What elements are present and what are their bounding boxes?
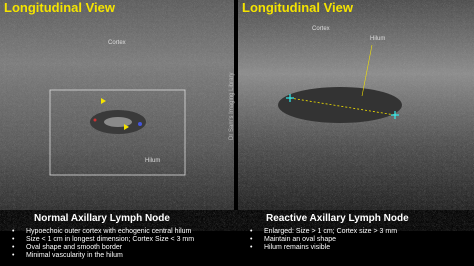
- bullet-dot: •: [12, 244, 15, 251]
- bullet-dot: •: [12, 236, 15, 243]
- bullet-text: Hilum remains visible: [264, 244, 331, 251]
- image-label: Cortex: [312, 26, 330, 32]
- caption-heading: Reactive Axillary Lymph Node: [266, 213, 409, 224]
- image-label: Hilum: [370, 36, 386, 42]
- bullet-dot: •: [12, 228, 15, 235]
- doppler-box: [49, 89, 186, 176]
- measure-line: [289, 97, 396, 116]
- image-label: Cortex: [108, 40, 126, 46]
- marker: [124, 124, 129, 130]
- node: [278, 87, 402, 123]
- marker: [101, 98, 106, 104]
- bullet-dot: •: [12, 252, 15, 259]
- panel-title: Longitudinal View: [242, 0, 353, 15]
- bullet-dot: •: [250, 244, 253, 251]
- pointer: [361, 44, 373, 97]
- bullet-text: Size < 1 cm in longest dimension; Cortex…: [26, 236, 195, 243]
- caliper: [391, 111, 399, 119]
- caliper: [286, 94, 294, 102]
- bullet-text: Oval shape and smooth border: [26, 244, 123, 251]
- hilum: [104, 117, 132, 127]
- watermark: Dr Sam's Imaging Library: [229, 72, 235, 141]
- flow: [93, 118, 97, 122]
- caption-heading: Normal Axillary Lymph Node: [34, 213, 170, 224]
- bullet-text: Minimal vascularity in the hilum: [26, 252, 123, 259]
- bullet-dot: •: [250, 236, 253, 243]
- flow: [138, 122, 142, 126]
- bullet-text: Maintain an oval shape: [264, 236, 336, 243]
- panel-title: Longitudinal View: [4, 0, 115, 15]
- bullet-dot: •: [250, 228, 253, 235]
- bullet-text: Hypoechoic outer cortex with echogenic c…: [26, 228, 192, 235]
- divider: [234, 0, 238, 210]
- image-label: Hilum: [145, 158, 161, 164]
- bullet-text: Enlarged: Size > 1 cm; Cortex size > 3 m…: [264, 228, 398, 235]
